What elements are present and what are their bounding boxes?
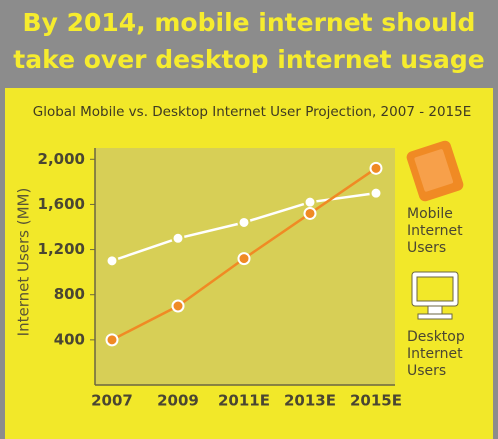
data-point [171, 231, 185, 245]
data-point [303, 195, 317, 209]
legend-entry: Desktop Internet Users [407, 329, 465, 379]
legend-entry: Mobile Internet Users [407, 206, 463, 256]
data-point [237, 215, 251, 229]
data-point [171, 299, 185, 313]
x-tick-label: 2013E [284, 392, 336, 410]
x-tick-label: 2015E [350, 392, 402, 410]
data-point [105, 333, 119, 347]
chart-subtitle: Global Mobile vs. Desktop Internet User … [33, 104, 472, 120]
y-tick-label: 1,600 [38, 195, 85, 213]
headline: By 2014, mobile internet should take ove… [13, 8, 485, 74]
data-point [303, 206, 317, 220]
y-tick-label: 400 [54, 330, 85, 348]
desktop-icon [411, 271, 459, 320]
y-tick-label: 1,200 [38, 240, 85, 258]
y-tick-label: 800 [54, 285, 85, 303]
data-point [369, 161, 383, 175]
y-tick-label: 2,000 [38, 150, 85, 168]
data-point [237, 252, 251, 266]
x-tick-label: 2007 [91, 392, 133, 410]
x-tick-label: 2009 [157, 392, 199, 410]
mobile-icon [406, 140, 464, 202]
y-axis-label: Internet Users (MM) [15, 188, 33, 337]
x-tick-label: 2011E [218, 392, 270, 410]
data-point [369, 186, 383, 200]
plot-area [95, 148, 395, 385]
data-point [105, 254, 119, 268]
